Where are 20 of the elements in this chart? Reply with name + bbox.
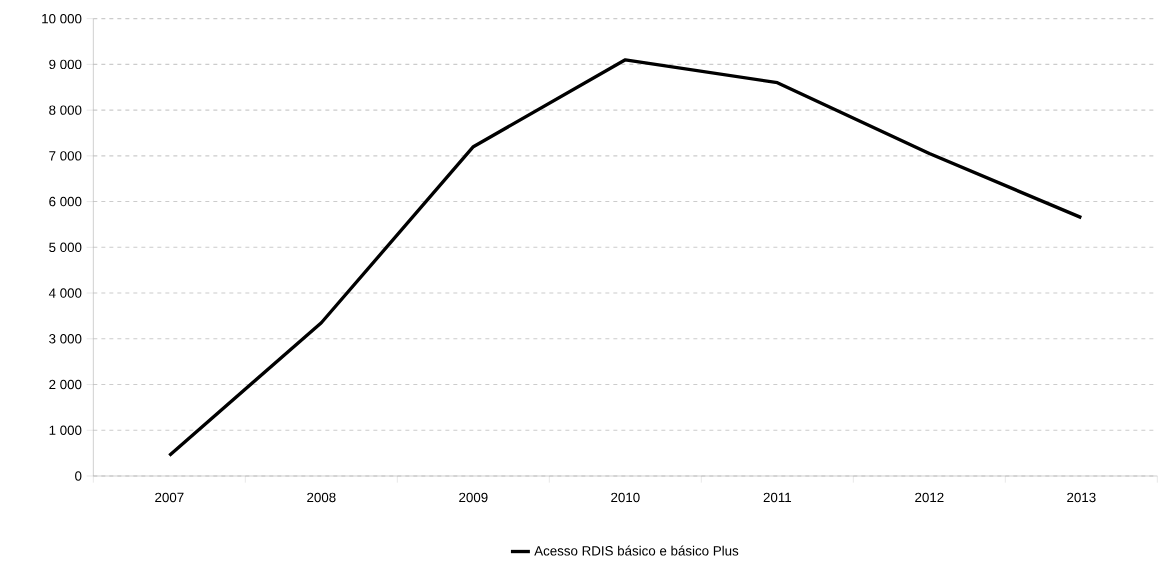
- x-tick-label: 2007: [155, 492, 184, 503]
- y-tick-label: 9 000: [49, 59, 82, 70]
- y-tick-label: 8 000: [49, 105, 82, 115]
- x-tick-label: 2008: [307, 492, 336, 503]
- y-tick-label: 7 000: [49, 151, 82, 161]
- y-tick-label: 4 000: [48, 288, 82, 298]
- legend-label: Acesso RDIS básico e básico Plus: [534, 545, 739, 556]
- y-tick-label: 2 000: [49, 379, 82, 390]
- y-tick-label: 1 000: [49, 425, 82, 435]
- x-tick-label: 2012: [915, 492, 944, 503]
- y-tick-label: 6 000: [49, 196, 82, 207]
- line-series: [167, 58, 1084, 458]
- y-tick-label: 0: [75, 471, 82, 481]
- x-tick-label: 2011: [763, 492, 792, 503]
- x-tick-label: 2009: [459, 492, 488, 503]
- x-tick-label: 2013: [1067, 492, 1096, 503]
- y-tick-label: 10 000: [42, 13, 82, 24]
- y-tick-label: 3 000: [49, 334, 82, 344]
- x-tick-label: 2010: [611, 492, 640, 503]
- y-tick-label: 5 000: [49, 242, 82, 253]
